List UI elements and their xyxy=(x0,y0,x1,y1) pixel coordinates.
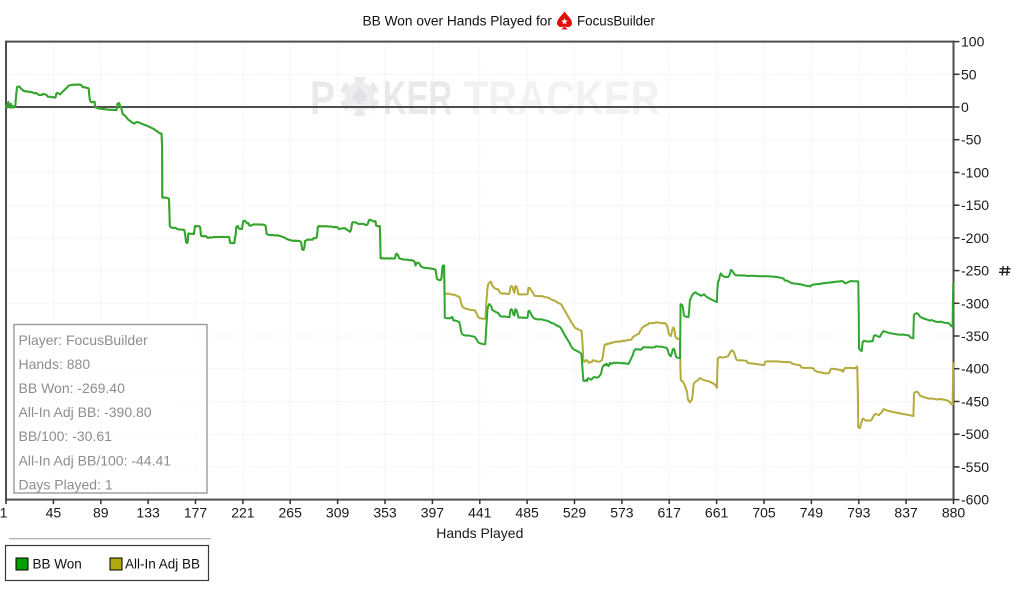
svg-text:-500: -500 xyxy=(961,426,989,442)
svg-text:BB Won over Hands Played for: BB Won over Hands Played for xyxy=(363,12,553,28)
svg-text:177: 177 xyxy=(184,505,208,521)
svg-text:-550: -550 xyxy=(961,459,989,475)
svg-text:BB Won: BB Won xyxy=(33,557,82,572)
svg-text:P: P xyxy=(310,71,335,124)
svg-text:100: 100 xyxy=(961,34,985,50)
svg-text:880: 880 xyxy=(942,505,966,521)
svg-text:573: 573 xyxy=(610,505,634,521)
svg-text:-600: -600 xyxy=(961,492,989,508)
svg-text:-450: -450 xyxy=(961,394,989,410)
svg-text:FocusBuilder: FocusBuilder xyxy=(577,12,655,28)
svg-text:45: 45 xyxy=(46,505,62,521)
svg-text:353: 353 xyxy=(373,505,397,521)
svg-text:1: 1 xyxy=(0,505,8,521)
svg-text:Player: FocusBuilder: Player: FocusBuilder xyxy=(19,332,149,348)
svg-text:Days Played: 1: Days Played: 1 xyxy=(19,476,113,492)
svg-text:Hands: 880: Hands: 880 xyxy=(19,356,91,372)
svg-text:265: 265 xyxy=(279,505,303,521)
svg-text:-150: -150 xyxy=(961,197,989,213)
svg-text:705: 705 xyxy=(752,505,776,521)
svg-text:All-In Adj BB: -390.80: All-In Adj BB: -390.80 xyxy=(19,404,152,420)
svg-text:397: 397 xyxy=(421,505,445,521)
svg-text:221: 221 xyxy=(231,505,255,521)
svg-text:-400: -400 xyxy=(961,361,989,377)
svg-text:BB Won: -269.40: BB Won: -269.40 xyxy=(19,380,126,396)
svg-text:749: 749 xyxy=(800,505,824,521)
svg-text:All-In Adj BB: All-In Adj BB xyxy=(125,557,200,572)
svg-text:-50: -50 xyxy=(961,132,981,148)
svg-text:-350: -350 xyxy=(961,328,989,344)
svg-text:KER: KER xyxy=(383,71,452,124)
svg-text:133: 133 xyxy=(136,505,160,521)
svg-text:441: 441 xyxy=(468,505,492,521)
svg-text:309: 309 xyxy=(326,505,350,521)
svg-text:-250: -250 xyxy=(961,263,989,279)
svg-text:89: 89 xyxy=(93,505,109,521)
svg-text:661: 661 xyxy=(705,505,729,521)
svg-text:BB/100: -30.61: BB/100: -30.61 xyxy=(19,428,113,444)
svg-text:793: 793 xyxy=(847,505,871,521)
svg-text:-100: -100 xyxy=(961,165,989,181)
svg-text:-300: -300 xyxy=(961,295,989,311)
svg-text:837: 837 xyxy=(894,505,918,521)
svg-text:Hands Played: Hands Played xyxy=(436,525,523,541)
svg-text:50: 50 xyxy=(961,66,977,82)
svg-text:529: 529 xyxy=(563,505,587,521)
svg-text:0: 0 xyxy=(961,99,969,115)
svg-text:-200: -200 xyxy=(961,230,989,246)
svg-text:617: 617 xyxy=(658,505,682,521)
svg-text:485: 485 xyxy=(515,505,539,521)
svg-text:TRACKER: TRACKER xyxy=(464,71,660,124)
svg-text:All-In Adj BB/100: -44.41: All-In Adj BB/100: -44.41 xyxy=(19,452,172,468)
